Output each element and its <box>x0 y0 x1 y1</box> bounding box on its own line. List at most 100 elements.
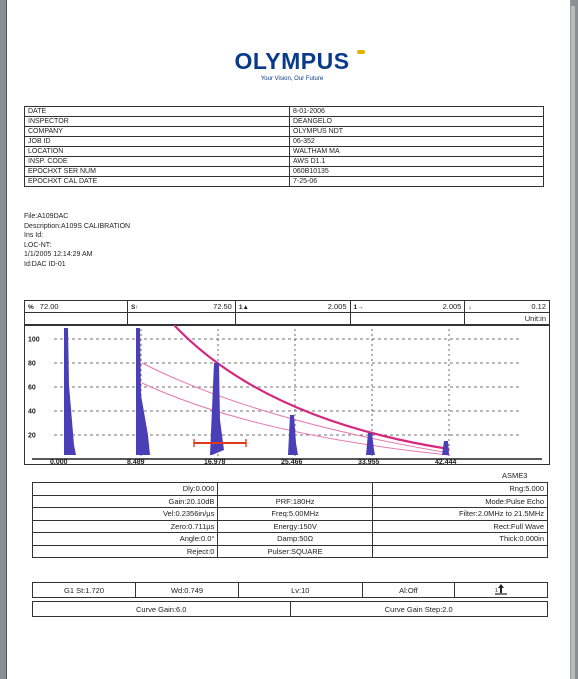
gate-level: Lv:10 <box>238 582 363 598</box>
settings-right: Filter:2.0MHz to 21.5MHz <box>371 507 549 521</box>
settings-row: Zero:0.711µs Energy:150V Rect:Full Wave <box>31 519 549 533</box>
readout-sound-path: S↑ 72.50 <box>126 300 236 313</box>
info-value: AWS D1.1 <box>289 156 544 167</box>
asme-label: ASME3 <box>502 471 528 480</box>
readout-amplitude: % 72.00 <box>24 300 128 313</box>
dac-curve-upper <box>141 362 450 454</box>
settings-right: Mode:Pulse Echo <box>371 494 549 508</box>
info-value: DEANGELO <box>289 116 544 127</box>
gate-width: Wd:0.749 <box>135 582 239 598</box>
settings-mid: Energy:150V <box>217 519 373 533</box>
settings-left: Dly:0.000 <box>31 482 219 496</box>
info-label: EPOCHXT CAL DATE <box>24 176 290 187</box>
info-label: EPOCHXT SER NUM <box>24 166 290 177</box>
info-value: 7-25-06 <box>289 176 544 187</box>
settings-mid: Freq:5.00MHz <box>217 507 373 521</box>
gate-settings-table: G1 St:1.720 Wd:0.749 Lv:10 Al:Off 1 <box>32 582 548 598</box>
x-tick-label: 25.466 <box>281 459 303 465</box>
settings-mid <box>217 482 373 496</box>
inspection-info-table: DATE 8-01-2006 INSPECTOR DEANGELO COMPANY OLY… <box>24 106 544 187</box>
info-label: INSP. CODE <box>24 156 290 167</box>
settings-left: Reject:0 <box>31 544 219 558</box>
settings-row: Vel:0.2356in/µs Freq:5.00MHz Filter:2.0MHz… <box>31 507 549 521</box>
settings-mid: Pulser:SQUARE <box>217 544 373 558</box>
surface-distance-icon: 1→ <box>353 304 364 311</box>
settings-row: Reject:0 Pulser:SQUARE <box>31 544 549 558</box>
db-icon: ↓ <box>468 304 472 311</box>
settings-mid: PRF:180Hz <box>217 494 373 508</box>
info-row: EPOCHXT SER NUM 060B10135 <box>24 166 544 177</box>
settings-row: Angle:0.0° Damp:50Ω Thick:0.000in <box>31 532 549 546</box>
info-row: JOB ID 06-352 <box>24 136 544 147</box>
curve-gain-table: Curve Gain:6.0 Curve Gain Step:2.0 <box>32 601 548 617</box>
percent-icon: % <box>28 304 34 311</box>
info-value: 06-352 <box>289 136 544 147</box>
a-scan-display: 100 80 60 40 20 0.000 8.489 16.978 25.466 33.955… <box>24 325 550 465</box>
file-id: Id:DAC ID-01 <box>24 260 66 268</box>
x-tick-label: 8.489 <box>127 459 145 465</box>
file-description: Description:A109S CALIBRATION <box>24 222 131 230</box>
info-value: OLYMPUS NDT <box>289 126 544 137</box>
info-row: EPOCHXT CAL DATE 7-25-06 <box>24 176 544 187</box>
file-name: File:A109DAC <box>24 213 69 220</box>
settings-mid: Damp:50Ω <box>217 532 373 546</box>
x-tick-label: 42.444 <box>435 459 457 465</box>
x-tick-label: 16.978 <box>204 459 226 465</box>
y-tick-label: 40 <box>28 409 36 416</box>
svg-text:1: 1 <box>495 588 498 594</box>
info-value: 8-01-2006 <box>289 106 544 117</box>
dac-curve-reference <box>173 325 450 451</box>
file-datetime: 1/1/2005 12:14:29 AM <box>24 251 93 259</box>
scope-x-ticks: 0.000 8.489 16.978 25.466 33.955 42.444 <box>50 459 457 465</box>
settings-left: Zero:0.711µs <box>31 519 219 533</box>
measurement-readouts: % 72.00 S↑ 72.50 1▲ 2.005 1→ 2.005 ↓ 0.12 Uni… <box>24 300 550 325</box>
scope-y-ticks: 100 80 60 40 20 <box>28 337 40 440</box>
gate-alarm: Al:Off <box>361 582 456 598</box>
info-label: COMPANY <box>24 126 290 137</box>
settings-right <box>371 544 549 558</box>
y-tick-label: 60 <box>28 385 36 392</box>
readout-depth: 1▲ 2.005 <box>234 300 351 313</box>
unit-label: Unit:in <box>464 312 550 325</box>
echo-signal <box>64 328 449 455</box>
curve-gain-step: Curve Gain Step:2.0 <box>289 601 548 617</box>
depth-icon: 1▲ <box>238 304 249 311</box>
settings-row: Dly:0.000 Rng:5.000 <box>31 482 549 496</box>
logo-swoosh-icon <box>357 50 365 54</box>
y-tick-label: 20 <box>28 433 36 440</box>
info-label: JOB ID <box>24 136 290 147</box>
info-row: INSPECTOR DEANGELO <box>24 116 544 127</box>
x-tick-label: 33.955 <box>358 459 380 465</box>
logo-wordmark: OLYMPUS <box>234 48 350 74</box>
settings-left: Angle:0.0° <box>31 532 219 546</box>
readout-db: ↓ 0.12 <box>464 300 550 313</box>
info-label: INSPECTOR <box>24 116 290 127</box>
olympus-logo: OLYMPUS Your Vision, Our Future <box>217 48 367 82</box>
info-value: WALTHAM MA <box>289 146 544 157</box>
loc-nt: LOC-NT: <box>24 241 52 249</box>
readout-surface-distance: 1→ 2.005 <box>349 300 466 313</box>
settings-right: Rng:5.000 <box>371 482 549 496</box>
x-tick-label: 0.000 <box>50 459 68 465</box>
sound-path-icon: S↑ <box>130 304 139 311</box>
instrument-settings-table: Dly:0.000 Rng:5.000 Gain:20.10dB PRF:180Hz M… <box>31 482 549 558</box>
info-row: LOCATION WALTHAM MA <box>24 146 544 157</box>
gate-start: G1 St:1.720 <box>32 582 136 598</box>
instrument-id: Ins Id: <box>24 232 44 240</box>
settings-right: Rect:Full Wave <box>371 519 549 533</box>
info-row: INSP. CODE AWS D1.1 <box>24 156 544 167</box>
info-value: 060B10135 <box>289 166 544 177</box>
dac-curve-lower <box>141 382 450 456</box>
y-tick-label: 100 <box>28 337 40 344</box>
info-row: COMPANY OLYMPUS NDT <box>24 126 544 137</box>
logo-tagline: Your Vision, Our Future <box>260 76 324 82</box>
info-label: DATE <box>24 106 290 117</box>
settings-right: Thick:0.000in <box>371 532 549 546</box>
curve-gain: Curve Gain:6.0 <box>32 601 291 617</box>
gate-logic-icon: 1 <box>495 584 508 595</box>
settings-left: Gain:20.10dB <box>31 494 219 508</box>
settings-row: Gain:20.10dB PRF:180Hz Mode:Pulse Echo <box>31 494 549 508</box>
settings-left: Vel:0.2356in/µs <box>31 507 219 521</box>
info-row: DATE 8-01-2006 <box>24 106 544 117</box>
file-info: File:A109DAC Description:A109S CALIBRATI… <box>24 212 130 270</box>
